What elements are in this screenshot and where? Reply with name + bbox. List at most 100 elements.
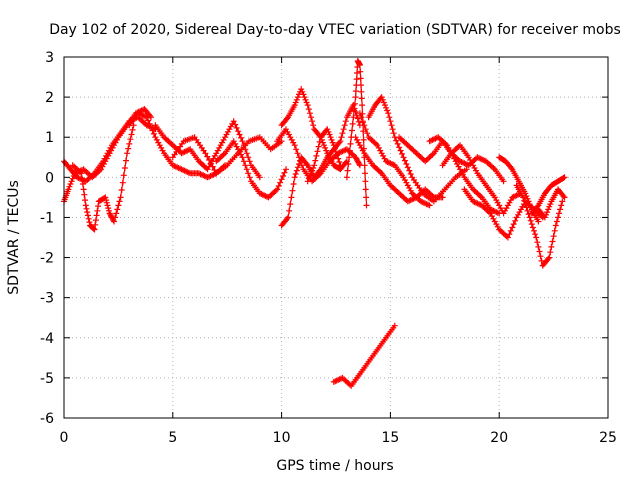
data-point (557, 206, 564, 213)
data-point (508, 165, 515, 171)
data-point (246, 174, 253, 181)
data-point (361, 122, 368, 129)
y-tick-label: -5 (40, 371, 54, 387)
data-point (358, 114, 365, 121)
data-point (91, 226, 98, 233)
data-point (341, 122, 348, 129)
data-point (333, 148, 339, 155)
data-point (334, 152, 341, 159)
data-point (532, 231, 539, 238)
data-point (127, 136, 134, 143)
x-tick-label: 25 (599, 430, 617, 446)
data-point (533, 234, 540, 241)
data-point (293, 96, 300, 103)
plot-frame (63, 56, 609, 419)
data-point (65, 186, 72, 193)
data-point (278, 176, 285, 183)
data-point (356, 161, 363, 167)
data-point (93, 212, 100, 219)
x-tick-label: 15 (381, 430, 399, 446)
data-point (544, 209, 551, 216)
data-point (337, 138, 344, 145)
data-point (119, 179, 126, 186)
data-point (397, 147, 404, 154)
data-point (524, 207, 531, 214)
data-point (316, 138, 323, 145)
data-point (426, 202, 433, 209)
data-point (328, 136, 335, 143)
data-point (362, 178, 369, 185)
y-tick-label: 1 (45, 130, 54, 146)
data-point (359, 102, 366, 109)
data-point (543, 211, 549, 218)
data-point (92, 221, 99, 228)
data-point (308, 170, 314, 177)
data-point (121, 165, 128, 171)
data-point (547, 249, 554, 256)
data-point (294, 150, 301, 157)
data-point (363, 194, 370, 201)
data-point (529, 224, 536, 231)
data-point (302, 96, 309, 103)
data-point (243, 150, 250, 157)
data-point (345, 161, 352, 167)
series-arc-23 (528, 174, 568, 217)
data-point (400, 154, 407, 161)
data-point (310, 165, 317, 171)
data-point (94, 207, 101, 214)
series-trace (398, 136, 505, 182)
data-point (403, 161, 410, 167)
data-point (306, 110, 313, 117)
data-point (525, 198, 532, 205)
data-point (391, 322, 398, 329)
data-point (112, 214, 119, 221)
data-point (386, 114, 393, 121)
data-point (245, 154, 252, 161)
data-point (534, 239, 541, 246)
data-point (301, 94, 308, 101)
data-point (545, 206, 552, 213)
data-point (357, 68, 364, 75)
data-point (290, 181, 297, 187)
data-point (209, 163, 216, 170)
data-point (358, 82, 364, 89)
series-arc-13 (352, 134, 446, 205)
data-point (362, 170, 368, 177)
data-point (359, 118, 366, 125)
series-arc-2 (61, 106, 154, 205)
data-point (293, 167, 300, 174)
data-point (281, 169, 288, 176)
data-point (206, 157, 213, 163)
data-point (399, 150, 405, 157)
data-point (80, 186, 87, 193)
data-point (558, 202, 565, 209)
data-point (70, 173, 77, 179)
data-layer (61, 58, 568, 389)
data-point (362, 126, 369, 133)
data-point (300, 91, 307, 98)
data-point (401, 157, 408, 164)
data-point (310, 122, 317, 129)
series-arc-14 (356, 110, 433, 209)
y-tick-label: 3 (45, 50, 54, 66)
data-point (78, 170, 85, 177)
tick-layer: 0 5 10 15 20 25 -6 -5 -4 -3 -2 -1 0 1 2 3 (40, 50, 617, 446)
data-point (256, 174, 263, 181)
data-point (128, 131, 135, 138)
data-point (404, 164, 411, 171)
data-point (92, 217, 99, 224)
data-point (286, 207, 293, 214)
data-point (538, 257, 545, 264)
data-point (535, 218, 542, 225)
data-point (111, 218, 117, 225)
data-point (245, 170, 252, 177)
data-point (525, 211, 532, 218)
data-point (298, 86, 305, 93)
data-point (113, 210, 120, 217)
data-point (240, 158, 247, 165)
data-point (358, 88, 365, 95)
data-point (280, 173, 287, 179)
data-point (275, 183, 282, 189)
data-point (232, 121, 239, 128)
